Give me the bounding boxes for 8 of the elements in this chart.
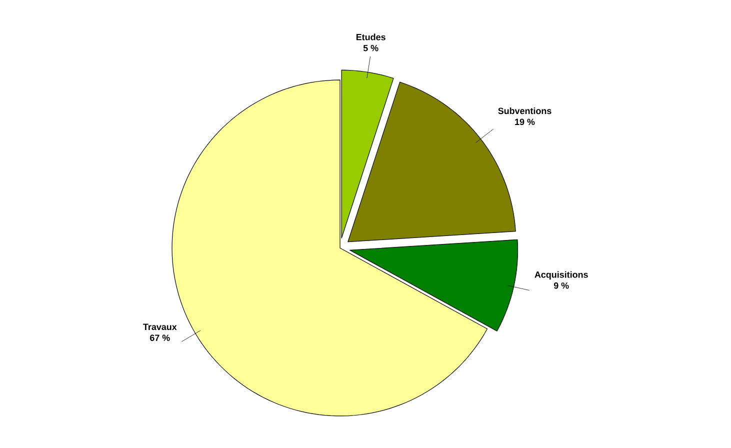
data-label: 19 % — [515, 118, 535, 126]
data-label: 5 % — [363, 44, 378, 52]
slice-label: Acquisitions — [534, 271, 588, 280]
slice-label: Etudes — [356, 34, 386, 40]
data-label: 9 % — [554, 282, 569, 289]
data-label: 67 % — [150, 334, 170, 341]
slice-label: Travaux — [143, 324, 177, 330]
slice-label: Subventions — [498, 108, 552, 114]
